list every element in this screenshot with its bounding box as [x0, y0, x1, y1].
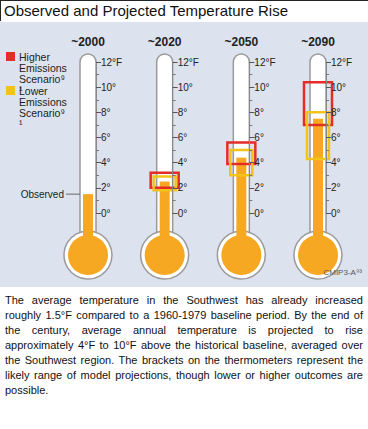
svg-text:2°: 2° [178, 182, 188, 193]
svg-text:4°: 4° [331, 157, 341, 168]
svg-text:4°: 4° [254, 157, 264, 168]
svg-text:4°: 4° [101, 157, 111, 168]
svg-text:12°F: 12°F [254, 57, 275, 68]
svg-text:Emissions: Emissions [19, 95, 70, 108]
svg-text:10°: 10° [254, 82, 269, 93]
svg-text:6°: 6° [331, 132, 341, 143]
svg-text:6°: 6° [254, 132, 264, 143]
svg-text:Higher: Higher [19, 50, 53, 63]
svg-text:12°F: 12°F [101, 57, 122, 68]
svg-text:~2000: ~2000 [71, 35, 105, 49]
svg-text:Observed: Observed [21, 189, 64, 200]
svg-text:0°: 0° [254, 208, 264, 219]
svg-text:CMIP3-A⁹³: CMIP3-A⁹³ [323, 268, 362, 277]
svg-text:Lower: Lower [19, 84, 51, 97]
svg-text:~2020: ~2020 [148, 35, 182, 49]
svg-text:8°: 8° [101, 107, 111, 118]
svg-text:~2090: ~2090 [301, 35, 335, 49]
svg-text:2°: 2° [101, 182, 111, 193]
svg-text:2°: 2° [331, 182, 341, 193]
html-text:Observed and Projected Tempera: Observed and Projected Temperature Rise [4, 2, 288, 19]
svg-text:10°: 10° [101, 82, 116, 93]
svg-text:4°: 4° [178, 157, 188, 168]
svg-text:6°: 6° [178, 132, 188, 143]
svg-text:0°: 0° [331, 208, 341, 219]
svg-text:Scenario⁹: Scenario⁹ [19, 73, 65, 85]
svg-text:~2050: ~2050 [224, 35, 258, 49]
svg-text:0°: 0° [101, 208, 111, 219]
svg-text:10°: 10° [331, 82, 346, 93]
svg-text:10°: 10° [178, 82, 193, 93]
svg-text:¹: ¹ [19, 118, 23, 130]
svg-text:Emissions: Emissions [19, 61, 70, 74]
svg-text:12°F: 12°F [178, 57, 199, 68]
svg-text:Scenario⁹: Scenario⁹ [19, 107, 65, 119]
svg-text:12°F: 12°F [331, 57, 352, 68]
html-text:The average temperature in the: The average temperature in the Southwest… [5, 294, 363, 396]
svg-text:0°: 0° [178, 208, 188, 219]
svg-text:8°: 8° [331, 107, 341, 118]
svg-text:6°: 6° [101, 132, 111, 143]
svg-text:8°: 8° [178, 107, 188, 118]
svg-text:8°: 8° [254, 107, 264, 118]
svg-text:2°: 2° [254, 182, 264, 193]
